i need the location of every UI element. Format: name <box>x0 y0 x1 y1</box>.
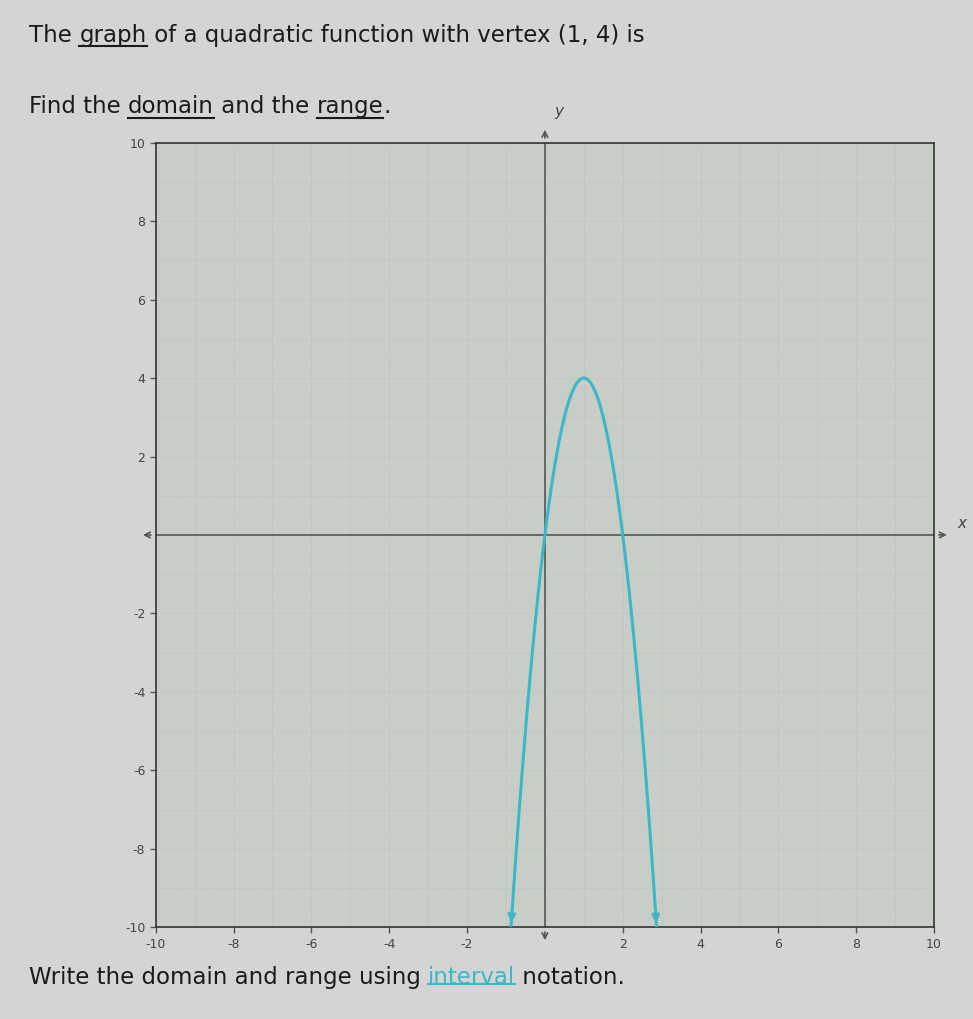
Text: graph: graph <box>80 23 147 47</box>
Text: Find the: Find the <box>29 96 128 118</box>
Text: Write the domain and range using: Write the domain and range using <box>29 966 428 989</box>
Text: range: range <box>316 96 383 118</box>
Text: domain: domain <box>128 96 214 118</box>
Text: interval: interval <box>428 966 516 989</box>
Text: x: x <box>957 516 966 531</box>
Text: .: . <box>383 96 391 118</box>
Text: notation.: notation. <box>516 966 626 989</box>
Text: The: The <box>29 23 80 47</box>
Text: and the: and the <box>214 96 316 118</box>
Text: of a quadratic function with vertex (1, 4) is: of a quadratic function with vertex (1, … <box>147 23 644 47</box>
Text: y: y <box>554 104 563 119</box>
